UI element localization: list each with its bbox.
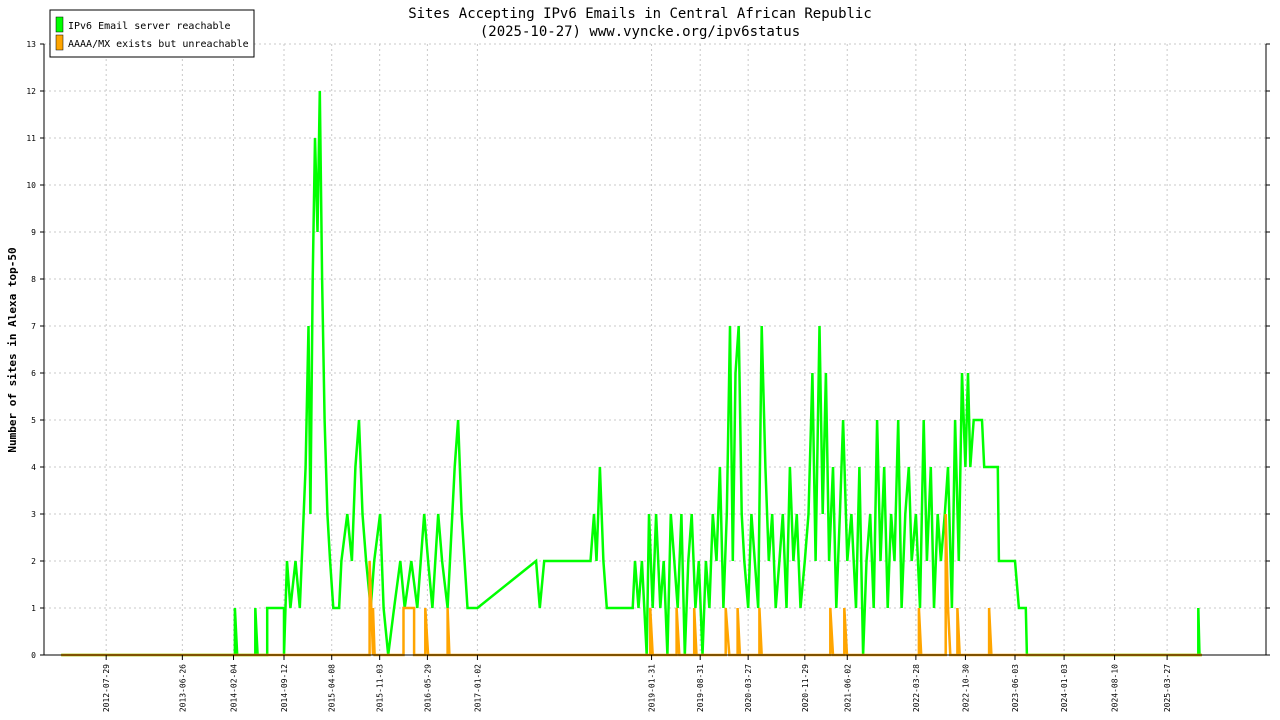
y-tick-label: 11 [26, 134, 36, 143]
x-tick-label: 2022-10-30 [961, 664, 970, 712]
series-line-reachable [61, 90, 1202, 657]
chart-subtitle: (2025-10-27) www.vyncke.org/ipv6status [480, 24, 800, 40]
x-tick-label: 2015-04-08 [328, 664, 337, 712]
legend-label-unreachable: AAAA/MX exists but unreachable [68, 39, 249, 50]
x-tick-label: 2022-03-28 [912, 664, 921, 712]
legend-swatch-reachable [55, 16, 64, 33]
x-tick-label: 2019-01-31 [648, 664, 657, 712]
y-tick-label: 5 [31, 416, 36, 425]
x-tick-label: 2025-03-27 [1163, 664, 1172, 712]
x-tick-label: 2013-06-26 [178, 664, 187, 712]
x-tick-label: 2014-09-12 [280, 664, 289, 712]
x-tick-label: 2019-08-31 [696, 664, 705, 712]
series-line-unreachable [61, 513, 1202, 657]
y-tick-label: 1 [31, 604, 36, 613]
y-tick-label: 4 [31, 463, 36, 472]
x-tick-label: 2020-03-27 [744, 664, 753, 712]
x-tick-label: 2017-01-02 [473, 664, 482, 712]
y-tick-label: 0 [31, 651, 36, 660]
x-tick-label: 2014-02-04 [230, 664, 239, 712]
grid [44, 43, 1266, 655]
chart-title: Sites Accepting IPv6 Emails in Central A… [408, 6, 872, 22]
y-tick-label: 13 [26, 40, 36, 49]
y-tick-label: 8 [31, 275, 36, 284]
legend: IPv6 Email server reachable AAAA/MX exis… [49, 9, 255, 58]
x-tick-label: 2023-06-03 [1011, 664, 1020, 712]
y-tick-label: 12 [26, 87, 36, 96]
x-tick-label: 2024-01-03 [1060, 664, 1069, 712]
series-layer [61, 90, 1202, 657]
legend-swatch-unreachable [55, 34, 64, 51]
legend-box [49, 9, 255, 58]
legend-label-reachable: IPv6 Email server reachable [68, 21, 231, 32]
x-tick-label: 2024-08-10 [1111, 664, 1120, 712]
y-tick-label: 9 [31, 228, 36, 237]
x-tick-label: 2016-05-29 [423, 664, 432, 712]
x-tick-label: 2015-11-03 [376, 664, 385, 712]
y-tick-label: 3 [31, 510, 36, 519]
y-tick-label: 10 [26, 181, 36, 190]
y-tick-label: 2 [31, 557, 36, 566]
x-tick-label: 2012-07-29 [102, 664, 111, 712]
x-tick-label: 2020-11-29 [801, 664, 810, 712]
y-axis-label: Number of sites in Alexa top-50 [6, 247, 19, 452]
y-tick-label: 7 [31, 322, 36, 331]
x-tick-label: 2021-06-02 [843, 664, 852, 712]
y-tick-label: 6 [31, 369, 36, 378]
